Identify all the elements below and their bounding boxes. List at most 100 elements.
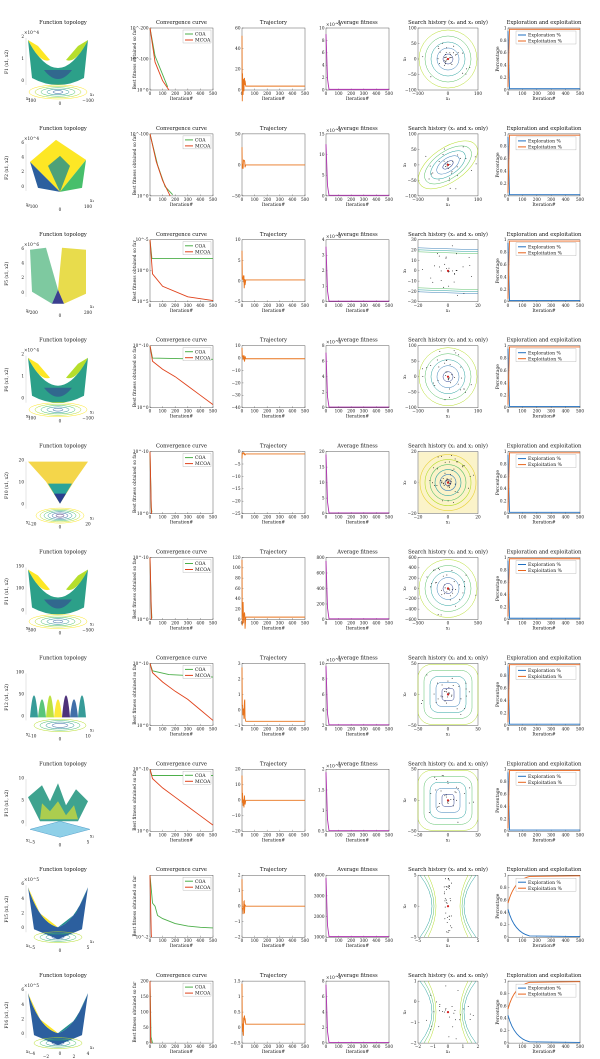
ytick-label: 5 — [414, 873, 417, 878]
search-ylabel: x₂ — [403, 163, 408, 167]
ytick-label: 0 — [238, 87, 241, 92]
ytick-label: 0.4 — [500, 1016, 507, 1021]
search-point — [436, 485, 438, 486]
search-xtick: 0 — [447, 1044, 450, 1049]
topology-xtick: 10 — [85, 733, 91, 738]
ytick-label: 10^5 — [137, 299, 149, 304]
contour — [40, 405, 76, 415]
ytick-label: 0 — [504, 193, 507, 198]
search-ylabel: x₂ — [403, 1010, 408, 1014]
col-title-search: Search history (x₁ and x₂ only) — [408, 125, 488, 132]
avg-exponent: ×10^4 — [326, 340, 341, 345]
xlabel-iteration: Iteration# — [170, 415, 193, 420]
search-point — [463, 464, 465, 466]
ytick-label: 1 — [504, 767, 507, 772]
ytick-label: 2 — [322, 1025, 325, 1030]
search-point — [438, 48, 440, 50]
search-point — [444, 795, 446, 797]
search-point — [457, 154, 459, 156]
legend-box — [515, 878, 577, 892]
ytick-label: 20 — [411, 248, 417, 253]
legend-label-coa: COA — [195, 879, 206, 885]
xtick-label: 400 — [562, 197, 570, 202]
ytick-label: 2000 — [314, 914, 325, 919]
trajectory-line — [241, 879, 305, 915]
topology-x2-label: x₂ — [26, 1049, 30, 1054]
legend-label-mcoa: MCOA — [195, 673, 211, 679]
search-point — [448, 693, 450, 695]
trajectory-plot-frame — [241, 27, 306, 91]
ytick-label: 8 — [322, 38, 325, 43]
xtick-label: 100 — [335, 91, 343, 96]
ytick-label: 10 — [319, 152, 325, 157]
ylabel-best: Best fitness obtained so far — [133, 663, 138, 725]
xlabel-iteration: Iteration# — [170, 627, 193, 632]
ylabel-best: Best fitness obtained so far — [133, 345, 138, 407]
legend-label-explore: Exploration % — [528, 350, 562, 356]
search-point — [436, 1001, 438, 1003]
search-contour — [418, 559, 478, 618]
search-point — [437, 698, 439, 700]
ytick-label: 6 — [322, 359, 325, 364]
exploitation-line — [507, 770, 580, 829]
ytick-label: 0 — [238, 356, 241, 361]
ytick-label: 1 — [504, 131, 507, 136]
ytick-label: 1 — [504, 343, 507, 348]
xlabel-iteration: Iteration# — [532, 521, 555, 526]
search-point — [434, 484, 435, 486]
ytick-label: 10 — [235, 237, 241, 242]
search-contour — [424, 565, 472, 612]
xtick-label: 0 — [241, 726, 244, 731]
xtick-label: 0 — [149, 832, 152, 837]
search-point — [448, 877, 449, 879]
search-point — [451, 1006, 453, 1007]
xtick-label: 0 — [507, 832, 510, 837]
average-fitness-line — [325, 34, 389, 90]
col-title-3: Average fitness — [336, 550, 378, 556]
ytick-label: 600 — [409, 555, 417, 560]
legend-label-coa: COA — [195, 561, 206, 567]
xtick-label: 500 — [576, 197, 584, 202]
xtick-label: 0 — [149, 621, 152, 626]
contour — [43, 510, 77, 521]
trajectory-line — [241, 452, 305, 459]
xlabel-iteration: Iteration# — [532, 415, 555, 420]
search-point — [451, 588, 453, 590]
xtick-label: 200 — [347, 91, 355, 96]
exploration-plot: 00.20.40.60.810 100 200 300 400 500Iteration#… — [496, 979, 584, 1056]
search-point — [466, 68, 467, 70]
search-point — [464, 391, 466, 393]
search-point — [449, 364, 451, 366]
xtick-label: 0 — [149, 91, 152, 96]
topology-ztick: 100 — [16, 669, 24, 674]
search-point — [457, 990, 459, 992]
col-title-2: Trajectory — [260, 867, 287, 873]
search-point — [446, 931, 448, 933]
ytick-label: 6 — [322, 50, 325, 55]
search-point — [470, 384, 472, 386]
ytick-label: 20 — [235, 607, 241, 612]
search-point — [448, 884, 450, 886]
search-point — [436, 253, 438, 255]
col-title-0: Function topology — [39, 973, 87, 979]
xtick-label: 200 — [263, 621, 271, 626]
xtick-label: 300 — [276, 621, 284, 626]
xlabel-iteration: Iteration# — [170, 838, 193, 843]
search-point — [465, 688, 467, 690]
search-point — [446, 574, 448, 576]
ytick-label: 0 — [504, 617, 507, 622]
xlabel-iteration: Iteration# — [532, 203, 555, 208]
xtick-label: 500 — [301, 197, 309, 202]
search-point — [459, 1019, 461, 1021]
search-xtick: −1 — [430, 1044, 437, 1049]
search-point — [457, 461, 459, 463]
xtick-label: 500 — [209, 515, 217, 520]
surface-bottom — [44, 387, 72, 397]
search-history-plot: −50 0 50 −50 0 50 x₁ x₂ — [403, 767, 481, 844]
xtick-label: 400 — [562, 1044, 570, 1049]
xtick-label: 200 — [263, 1044, 271, 1049]
xlabel-iteration: Iteration# — [346, 415, 369, 420]
average-fitness-line — [325, 666, 389, 726]
